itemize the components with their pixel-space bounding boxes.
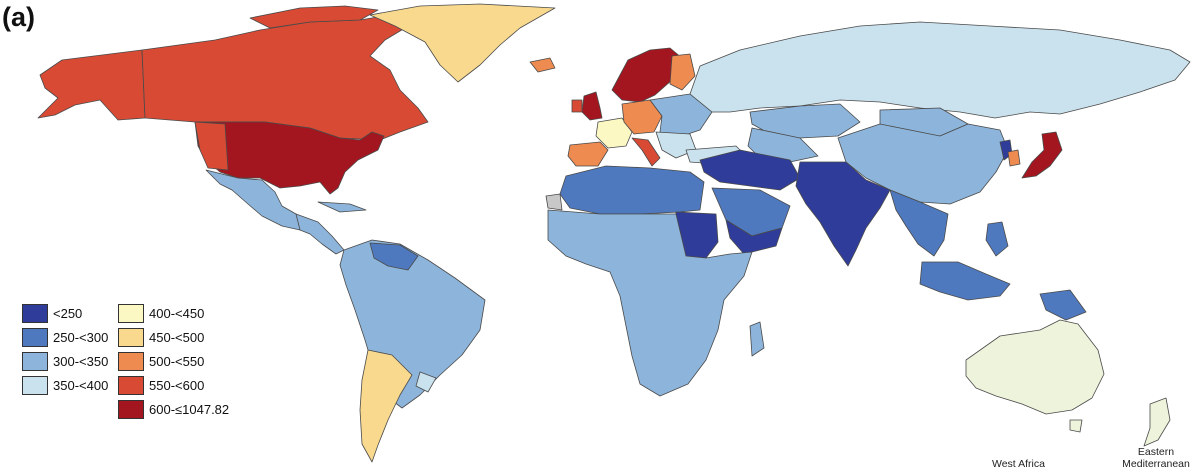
legend-swatch	[118, 327, 144, 347]
region-greenland	[369, 3, 556, 83]
region-kazakhstan	[749, 103, 861, 139]
region-south-korea	[1007, 149, 1021, 167]
legend-label: 250-<300	[53, 329, 109, 345]
inset-label-west-africa: West Africa	[992, 458, 1045, 470]
legend-label: 400-<450	[149, 305, 205, 321]
region-japan	[1021, 131, 1063, 179]
legend-swatch	[22, 351, 48, 371]
legend-swatch	[22, 303, 48, 323]
region-north-africa	[559, 165, 705, 215]
region-middle-east	[699, 149, 801, 191]
legend-label: 550-<600	[149, 377, 205, 393]
legend-label: 450-<500	[149, 329, 205, 345]
legend-swatch	[22, 375, 48, 395]
region-philippines	[985, 221, 1009, 257]
region-indonesia	[919, 261, 1011, 301]
region-tasmania	[1069, 419, 1083, 433]
region-australia	[965, 319, 1105, 415]
region-papua	[1039, 289, 1087, 321]
region-alaska	[37, 49, 146, 121]
legend-item: 300-<350	[22, 350, 108, 372]
inset-label-line-2: Mediterranean	[1122, 458, 1190, 470]
region-usa	[194, 121, 385, 195]
region-india	[795, 161, 891, 267]
region-canada-islands	[249, 5, 379, 29]
region-china	[837, 123, 1009, 205]
region-central-america	[295, 213, 345, 255]
legend-label: <250	[53, 305, 83, 321]
legend-item: 550-<600	[118, 374, 204, 396]
region-uruguay	[415, 371, 437, 393]
region-ireland	[571, 99, 583, 113]
legend-item: <250	[22, 302, 82, 324]
region-balkans	[655, 131, 697, 159]
region-uk	[581, 91, 603, 121]
region-new-zealand	[1143, 397, 1171, 447]
region-finland	[669, 53, 696, 91]
legend-swatch	[118, 303, 144, 323]
legend-label: 300-<350	[53, 353, 109, 369]
inset-label-eastern-mediterranean: Eastern Mediterranean	[1116, 446, 1196, 470]
region-yemen-oman	[725, 219, 783, 255]
region-sub-saharan-africa	[547, 209, 753, 397]
legend-label: 500-<550	[149, 353, 205, 369]
inset-label-line-1: Eastern	[1137, 446, 1175, 458]
region-cuba	[317, 201, 367, 213]
region-west-sahel	[545, 193, 563, 211]
region-italy	[631, 137, 661, 167]
legend-item: 400-<450	[118, 302, 204, 324]
panel-label: (a)	[2, 2, 35, 32]
region-madagascar	[749, 321, 765, 357]
region-venezuela	[369, 242, 419, 271]
legend-label: 600-≤1047.82	[149, 401, 230, 417]
region-iberia	[567, 141, 609, 167]
legend-swatch	[118, 351, 144, 371]
region-russia	[689, 21, 1191, 119]
region-argentina-chile	[359, 349, 413, 463]
legend-item: 600-≤1047.82	[118, 398, 229, 420]
legend: <250 250-<300 300-<350 350-<400 400-<450…	[22, 302, 262, 452]
legend-swatch	[118, 375, 144, 395]
legend-item: 500-<550	[118, 350, 204, 372]
legend-item: 250-<300	[22, 326, 108, 348]
region-southeast-asia	[889, 189, 949, 257]
legend-item: 350-<400	[22, 374, 108, 396]
region-canada	[141, 13, 429, 141]
region-us-west	[194, 121, 229, 171]
region-france	[595, 117, 633, 149]
legend-item: 450-<500	[118, 326, 204, 348]
legend-swatch	[118, 399, 144, 419]
region-iceland	[529, 57, 556, 73]
legend-swatch	[22, 327, 48, 347]
legend-label: 350-<400	[53, 377, 109, 393]
